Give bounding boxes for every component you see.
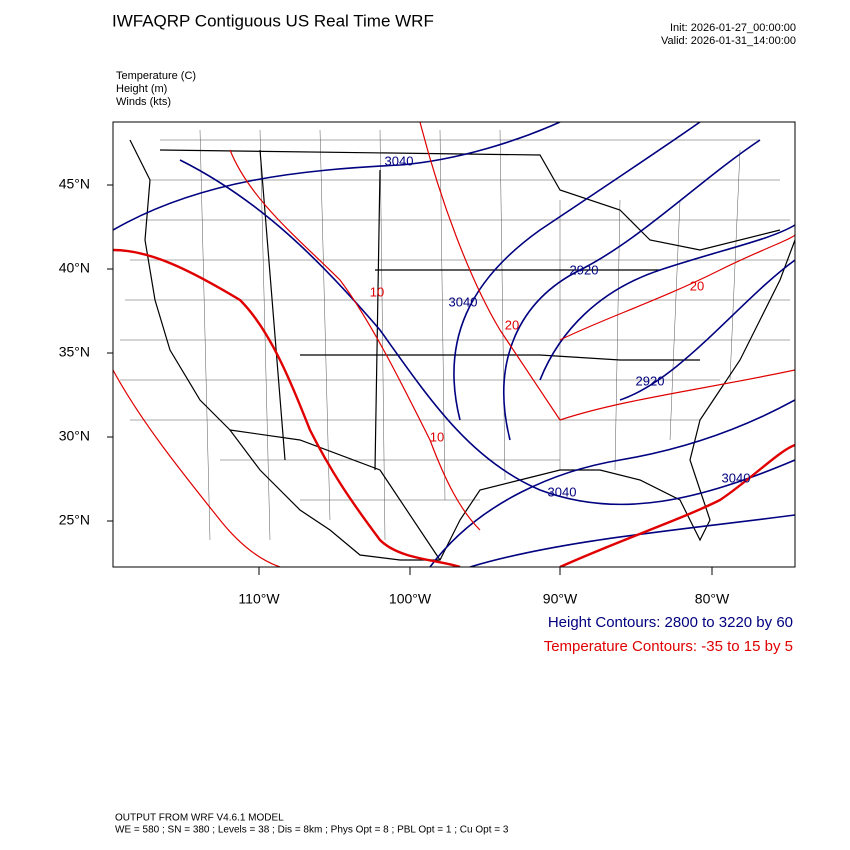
height-contour: [619, 259, 795, 401]
field: Height (m): [116, 83, 167, 95]
map: 3040 2920 3040 2920 3040 3040 10 20 20 1…: [112, 121, 796, 568]
temperature-contour: [113, 369, 281, 567]
footer: WE = 580 ; SN = 380 ; Levels = 38 ; Dis …: [115, 825, 509, 836]
coastline: [129, 139, 795, 561]
height-label: 3040: [722, 470, 751, 485]
lon-label: 80°W: [695, 591, 730, 607]
lat-label: 45°N: [59, 176, 90, 192]
height-contour: [429, 399, 795, 567]
lat-label: 40°N: [59, 260, 90, 276]
field: Temperature (C): [116, 70, 196, 82]
height-contour: [503, 139, 761, 441]
height-label: 3040: [385, 153, 414, 168]
height-label: 3040: [548, 484, 577, 499]
temperature-legend: Temperature Contours: -35 to 15 by 5: [544, 638, 793, 655]
height-label: 2920: [636, 373, 665, 388]
temperature-contour: [419, 122, 561, 421]
footer: OUTPUT FROM WRF V4.6.1 MODEL: [115, 813, 284, 824]
title: IWFAQRP Contiguous US Real Time WRF: [112, 11, 434, 30]
height-contour: [453, 122, 701, 421]
height-legend: Height Contours: 2800 to 3220 by 60: [548, 614, 793, 631]
grid-thin: [120, 129, 790, 541]
temperature-contour: [559, 234, 795, 341]
borders: [159, 149, 781, 561]
temperature-label: 10: [430, 429, 444, 444]
temperature-contour: [559, 443, 795, 567]
lon-label: 90°W: [543, 591, 578, 607]
temperature-label: 10: [370, 284, 384, 299]
height-contour: [469, 514, 795, 567]
temperature-label: 20: [690, 278, 704, 293]
height-label: 3040: [449, 294, 478, 309]
height-label: 2920: [570, 262, 599, 277]
field: Winds (kts): [116, 96, 171, 108]
lat-label: 35°N: [59, 344, 90, 360]
init-time: Init: 2026-01-27_00:00:00: [670, 22, 796, 34]
lon-axis: 110°W 100°W 90°W 80°W: [238, 567, 730, 607]
lon-label: 100°W: [389, 591, 432, 607]
lon-label: 110°W: [238, 591, 280, 607]
height-contour: [179, 159, 795, 506]
valid-time: Valid: 2026-01-31_14:00:00: [661, 35, 796, 47]
lat-axis: 45°N 40°N 35°N 30°N 25°N: [59, 176, 113, 528]
height-contour: [113, 122, 561, 231]
lat-label: 25°N: [59, 512, 90, 528]
temperature-contour: [229, 149, 481, 531]
map-frame: [112, 121, 796, 568]
lat-label: 30°N: [59, 428, 90, 444]
height-contour: [539, 224, 795, 381]
temperature-label: 20: [505, 317, 519, 332]
temperature-contour: [559, 369, 795, 421]
temperature-contour: [113, 248, 461, 567]
